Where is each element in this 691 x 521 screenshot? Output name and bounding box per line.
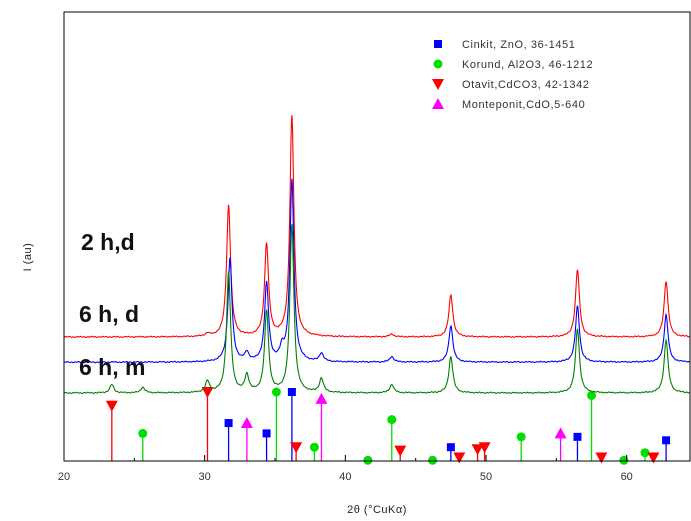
otavit-marker — [453, 452, 466, 464]
legend-label: Otavit,CdCO3, 42-1342 — [462, 79, 590, 91]
otavit-marker — [290, 442, 303, 454]
korund-marker — [363, 455, 373, 465]
korund-marker — [640, 448, 650, 458]
cinkit-marker — [573, 432, 582, 441]
monteponit-marker — [554, 427, 567, 439]
trace-1 — [63, 178, 691, 364]
x-tick-label: 50 — [480, 471, 492, 483]
y-axis-title: I (au) — [22, 243, 34, 272]
legend-label: Monteponit,CdO,5-640 — [462, 99, 585, 111]
sample-label: 6 h, m — [79, 354, 145, 380]
korund-marker — [433, 59, 443, 69]
cinkit-marker — [224, 419, 233, 428]
x-tick-label: 20 — [58, 471, 70, 483]
sample-label: 2 h,d — [81, 229, 135, 255]
otavit-marker — [647, 452, 660, 464]
otavit-marker — [432, 79, 444, 90]
cinkit-marker — [446, 443, 455, 452]
legend-label: Korund, Al2O3, 46-1212 — [462, 59, 593, 71]
sample-label: 6 h, d — [79, 301, 139, 327]
trace-2 — [63, 224, 691, 395]
cinkit-marker — [262, 429, 271, 438]
korund-marker — [271, 387, 281, 397]
korund-marker — [309, 442, 319, 452]
otavit-marker — [394, 445, 407, 457]
monteponit-marker — [315, 392, 328, 404]
otavit-marker — [478, 442, 491, 454]
trace-0 — [63, 115, 691, 339]
korund-marker — [138, 428, 148, 438]
korund-marker — [516, 432, 526, 442]
x-tick-label: 30 — [199, 471, 211, 483]
korund-marker — [587, 390, 597, 400]
korund-marker — [428, 455, 438, 465]
otavit-marker — [201, 387, 214, 398]
otavit-marker — [105, 400, 118, 412]
x-tick-label: 40 — [339, 471, 351, 483]
diffraction-traces — [63, 115, 691, 395]
monteponit-marker — [240, 417, 253, 429]
cinkit-marker — [662, 436, 671, 445]
x-tick-label: 60 — [621, 471, 633, 483]
plot-frame — [63, 11, 691, 462]
cinkit-marker — [287, 388, 296, 396]
otavit-marker — [595, 452, 608, 464]
x-axis-title: 2θ (°CuKα) — [347, 504, 407, 516]
legend: Cinkit, ZnO, 36-1451 Korund, Al2O3, 46-12… — [432, 39, 593, 111]
korund-marker — [619, 455, 629, 465]
legend-label: Cinkit, ZnO, 36-1451 — [462, 39, 576, 51]
cinkit-marker — [434, 40, 442, 48]
reference-markers — [105, 387, 671, 465]
axes: 20 30 40 50 60 — [58, 455, 633, 483]
sample-labels: 2 h,d 6 h, d 6 h, m — [79, 229, 145, 380]
korund-marker — [387, 415, 397, 425]
otavit-marker — [471, 444, 484, 456]
monteponit-marker — [432, 98, 444, 109]
